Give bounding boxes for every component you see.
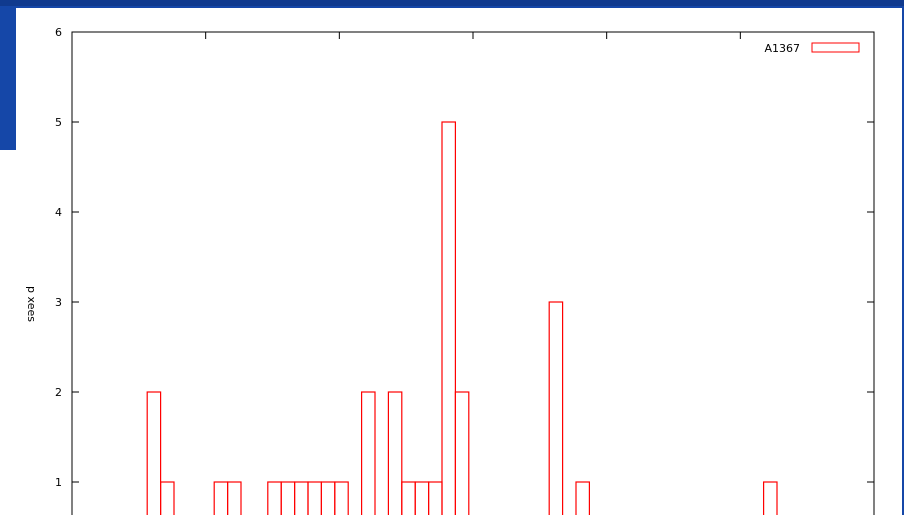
histogram-bar: [213, 481, 229, 515]
bars-group: [146, 121, 778, 515]
histogram-bar: [441, 121, 456, 515]
histogram-bar: [294, 481, 309, 515]
histogram-bar: [280, 481, 296, 515]
legend: A1367: [764, 42, 860, 55]
y-tick-label: 1: [55, 476, 62, 489]
y-tick-label: 3: [55, 296, 62, 309]
y-tick-label: 6: [55, 26, 62, 39]
plot-frame: [71, 31, 875, 515]
histogram-bar: [146, 391, 162, 515]
histogram-bar: [428, 481, 443, 515]
left-strip: [0, 150, 16, 515]
plot-card: 6 5 4 3 2 1 p xees A1367: [16, 8, 902, 515]
legend-label: A1367: [764, 42, 800, 55]
top-band: [0, 0, 904, 6]
histogram-bar: [334, 481, 349, 515]
y-axis-label: p xees: [25, 286, 38, 322]
histogram-bar: [454, 391, 470, 515]
histogram-bar: [160, 481, 175, 515]
histogram-bar: [548, 301, 564, 515]
histogram-bar: [361, 391, 376, 515]
histogram-bar: [762, 481, 778, 515]
histogram-bar: [575, 481, 590, 515]
y-tick-label: 5: [55, 116, 62, 129]
histogram-chart: 6 5 4 3 2 1 p xees A1367: [25, 26, 875, 515]
histogram-bar: [414, 481, 430, 515]
histogram-bar: [387, 391, 403, 515]
histogram-bar: [267, 481, 282, 515]
y-axis-ticks: 6 5 4 3 2 1: [55, 26, 874, 489]
histogram-bar: [307, 481, 322, 515]
y-tick-label: 4: [55, 206, 62, 219]
histogram-bar: [227, 481, 242, 515]
x-axis-ticks: [205, 32, 741, 39]
y-tick-label: 2: [55, 386, 62, 399]
legend-swatch: [811, 42, 860, 53]
histogram-bar: [320, 481, 336, 515]
histogram-bar: [401, 481, 416, 515]
